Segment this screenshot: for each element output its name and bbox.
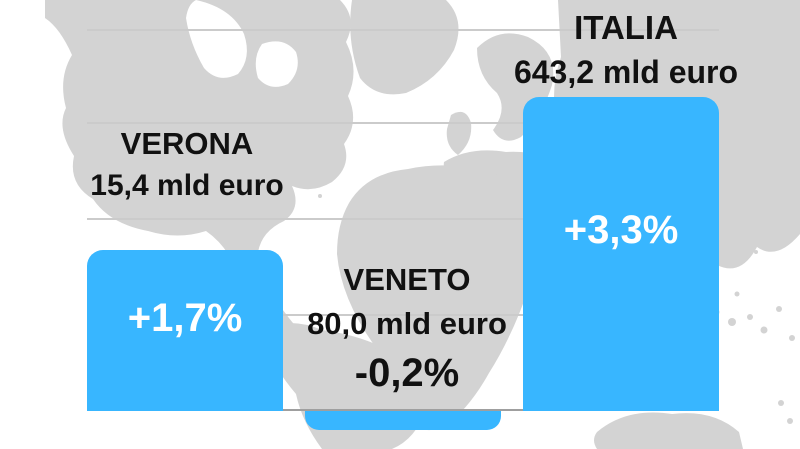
- veneto-percent-label: -0,2%: [354, 351, 460, 395]
- island-greenland: [350, 0, 459, 95]
- veneto-value-label: 80,0 mld euro: [307, 306, 507, 341]
- gridline: [87, 122, 719, 124]
- italia-value-label: 643,2 mld euro: [513, 54, 739, 90]
- bar-italia: [523, 97, 719, 411]
- verona-value-label: 15,4 mld euro: [90, 169, 284, 202]
- bar-veneto: [305, 411, 501, 430]
- gridline: [87, 29, 719, 31]
- continent-africa: [337, 165, 541, 431]
- continent-australia: [594, 412, 743, 449]
- italia-percent-label: +3,3%: [563, 208, 679, 252]
- verona-region-label: VERONA: [120, 126, 254, 161]
- axis-baseline: [87, 409, 719, 411]
- island-uk: [446, 111, 472, 155]
- veneto-region-label: VENETO: [343, 262, 471, 297]
- bar-verona: [87, 250, 283, 411]
- gridline: [87, 314, 719, 316]
- gridline: [87, 218, 719, 220]
- verona-percent-label: +1,7%: [127, 296, 243, 340]
- italia-region-label: ITALIA: [574, 9, 678, 46]
